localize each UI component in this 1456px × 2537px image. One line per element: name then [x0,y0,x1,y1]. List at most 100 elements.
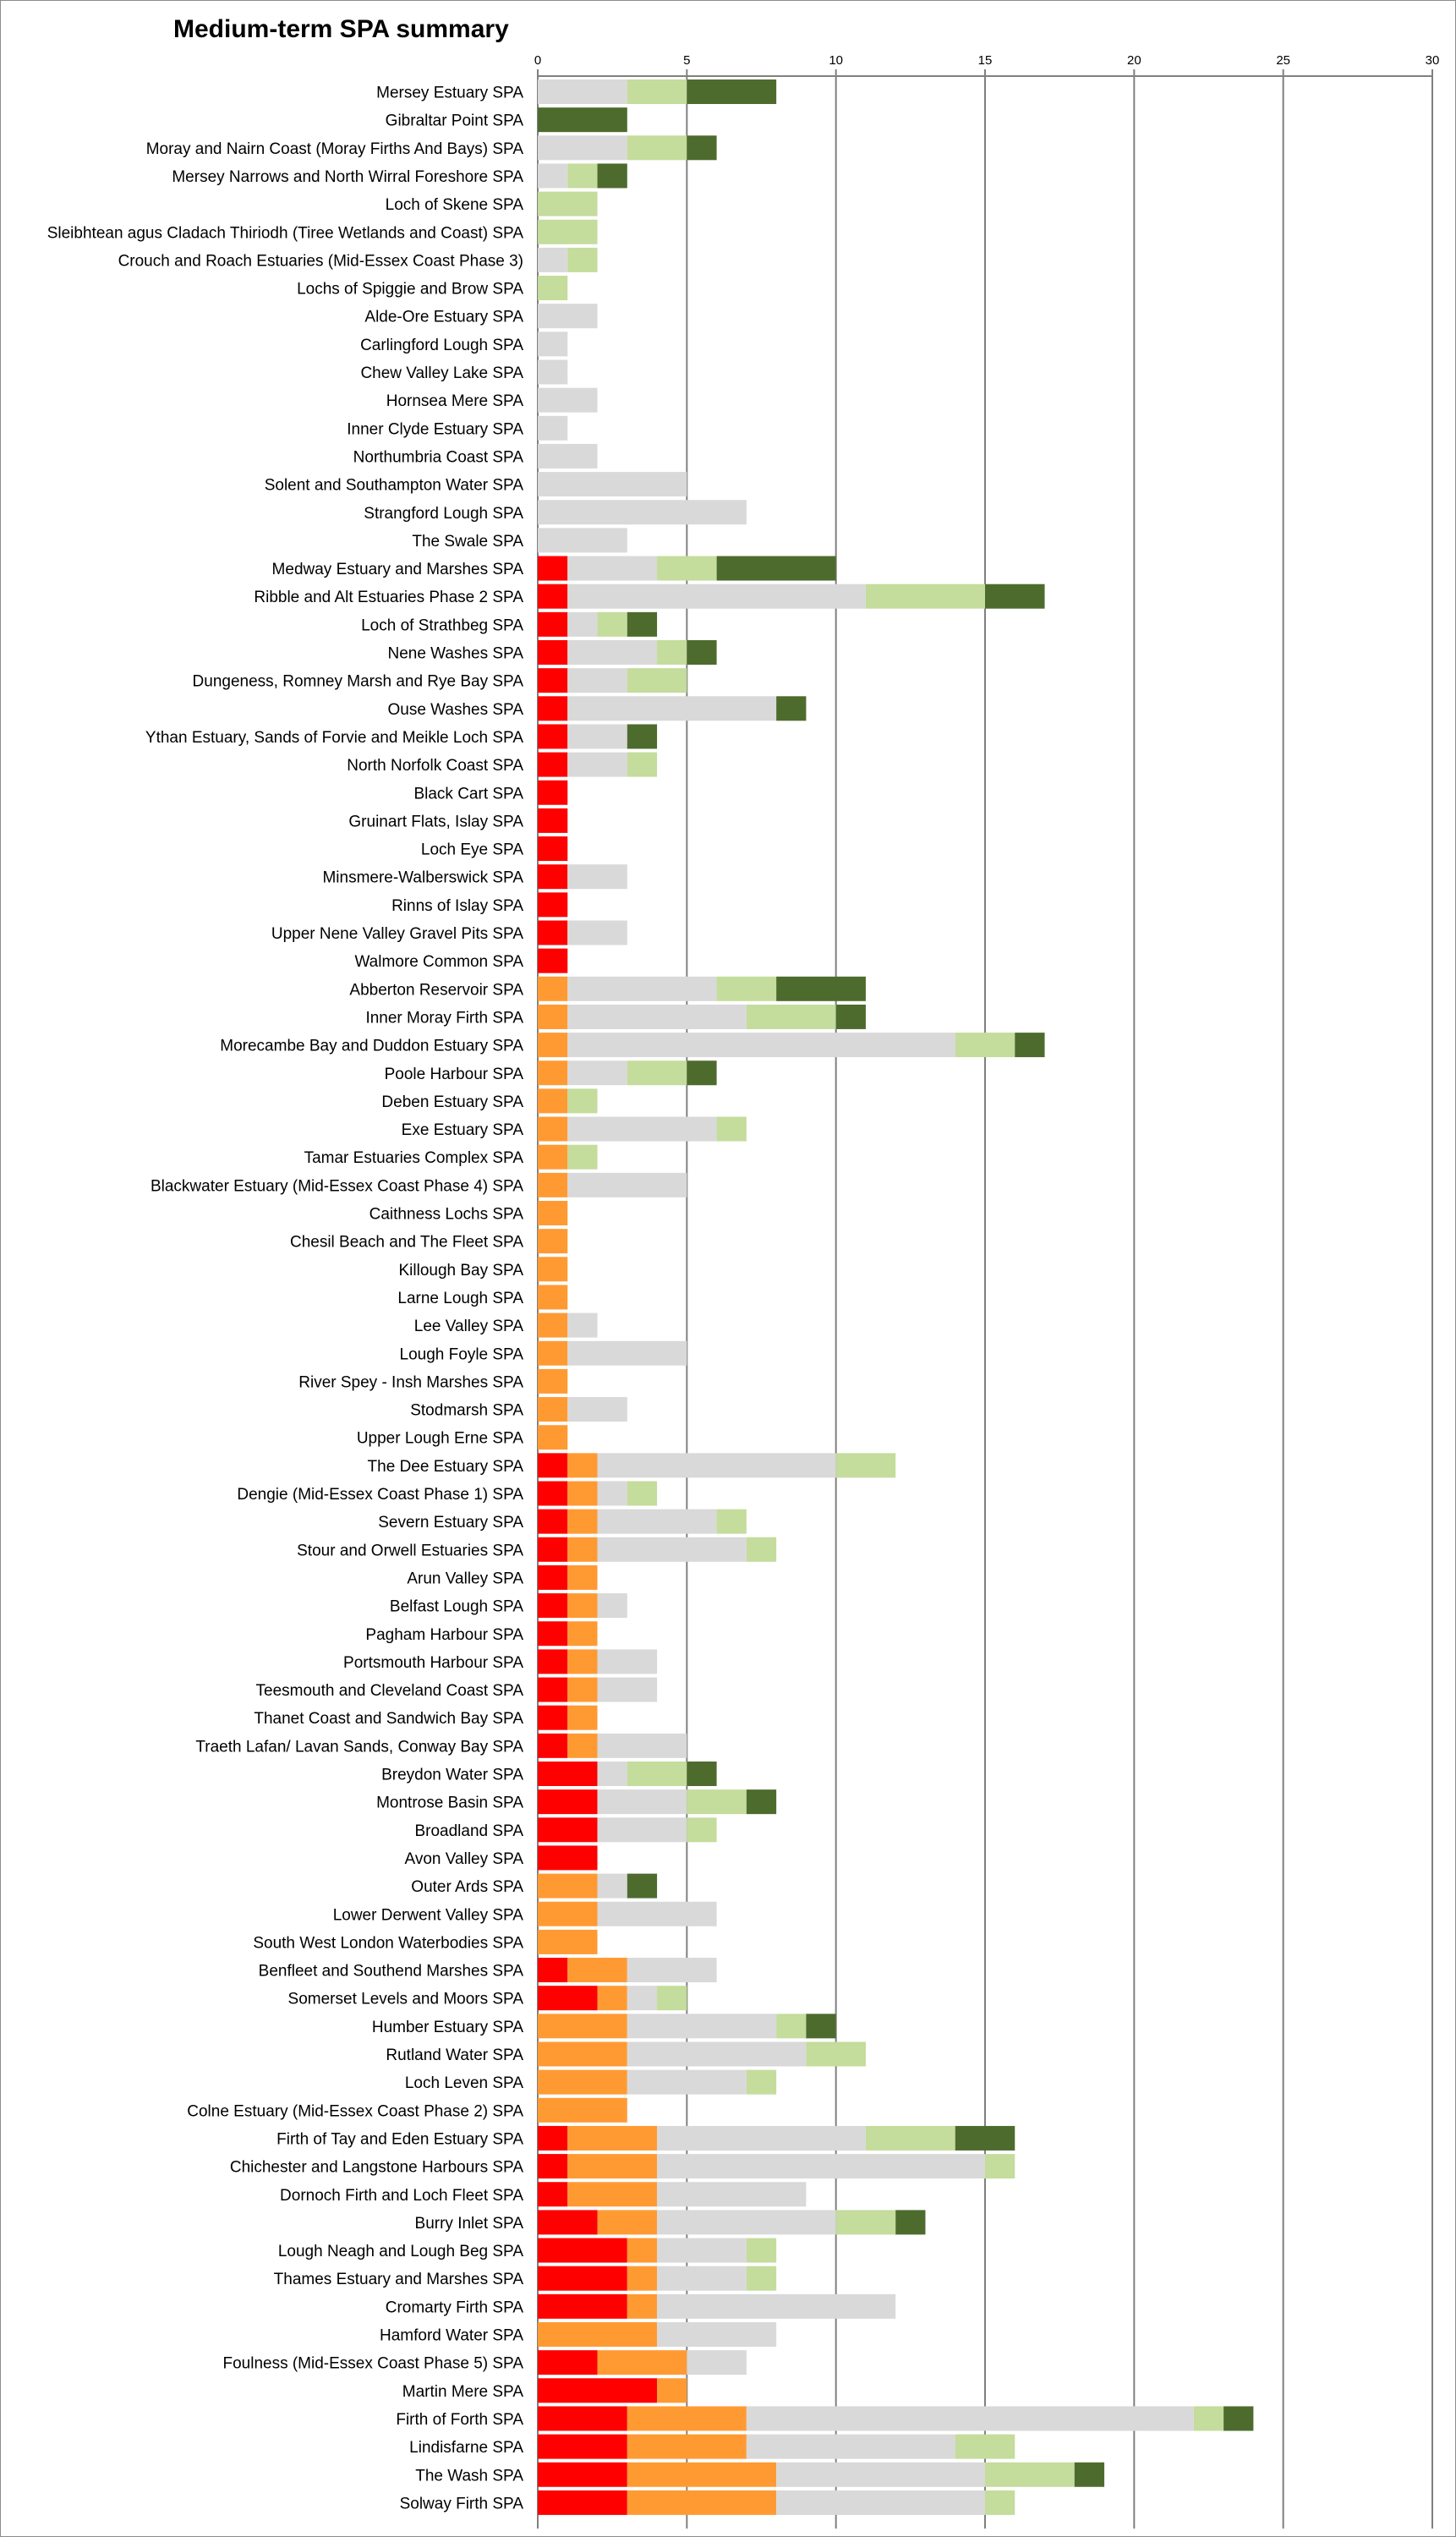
bar-segment-series-4 [627,752,658,777]
bar-segment-series-2 [538,1060,568,1086]
bar-segment-series-4 [955,2434,1015,2459]
bar-segment-series-3 [687,2350,747,2375]
bar-segment-series-3 [567,1172,687,1197]
bar-segment-series-3 [776,2490,985,2515]
category-label: Strangford Lough SPA [364,505,523,523]
bar-segment-series-3 [627,2069,747,2095]
bar-segment-series-3 [597,1762,627,1786]
bar-segment-series-2 [627,2293,658,2319]
category-label: Deben Estuary SPA [381,1093,523,1111]
bar-segment-series-3 [567,640,658,665]
bar-segment-series-2 [627,2434,747,2459]
bar-segment-series-3 [657,2182,807,2207]
bar-segment-series-1 [538,2182,568,2207]
bar-segment-series-1 [538,2125,568,2151]
bar-segment-series-4 [567,163,598,189]
bar-segment-series-5 [538,107,627,133]
bar-segment-series-3 [567,584,866,609]
category-label: Solent and Southampton Water SPA [265,477,524,495]
category-label: Firth of Tay and Eden Estuary SPA [276,2130,523,2148]
bar-segment-series-4 [1193,2406,1224,2431]
category-label: River Spey - Insh Marshes SPA [298,1373,523,1391]
category-label: Loch Eye SPA [421,841,523,859]
category-label: Rinns of Islay SPA [391,897,523,915]
bar-segment-series-2 [567,1564,598,1590]
bar-segment-series-3 [627,2041,807,2067]
bar-segment-series-1 [538,836,568,862]
bar-segment-series-2 [567,1621,598,1647]
category-label: Burry Inlet SPA [415,2215,524,2233]
bar-segment-series-3 [657,2322,777,2347]
category-label: Thames Estuary and Marshes SPA [274,2271,524,2288]
bar-segment-series-5 [835,1004,866,1029]
category-label: Solway Firth SPA [400,2495,524,2512]
bar-segment-series-3 [746,2406,1194,2431]
category-label: Nene Washes SPA [387,645,523,663]
category-label: Ythan Estuary, Sands of Forvie and Meikl… [145,729,523,747]
bar-segment-series-4 [716,1116,747,1142]
bar-segment-series-5 [597,163,627,189]
bar-segment-series-2 [538,2097,627,2123]
bar-segment-series-4 [746,2238,777,2263]
bar-segment-series-2 [538,976,568,1001]
bar-segment-series-3 [597,1593,627,1619]
bar-segment-series-3 [567,1004,747,1029]
category-label: Chesil Beach and The Fleet SPA [290,1234,523,1252]
bar-segment-series-1 [538,1789,598,1815]
bar-segment-series-4 [746,1004,836,1029]
bar-segment-series-2 [538,1312,568,1338]
bar-segment-series-3 [627,1958,717,1983]
category-label: Teesmouth and Cleveland Coast SPA [256,1682,524,1700]
bar-segment-series-1 [538,948,568,973]
category-label: Arun Valley SPA [407,1570,523,1587]
bar-segment-series-5 [1223,2406,1254,2431]
category-label: Abberton Reservoir SPA [349,981,523,999]
bar-segment-series-2 [567,2154,658,2179]
category-labels: Mersey Estuary SPA Gibraltar Point SPA Mor… [47,85,524,2513]
category-label: Dungeness, Romney Marsh and Rye Bay SPA [193,673,524,691]
bar-segment-series-1 [538,2378,658,2403]
bar-segment-series-1 [538,1481,568,1506]
bar-segment-series-2 [538,2041,627,2067]
bar-segment-series-3 [657,2125,866,2151]
category-label: Mersey Estuary SPA [376,85,523,102]
bar-segment-series-2 [567,1958,627,1983]
bar-segment-series-3 [567,864,627,890]
bar-segment-series-4 [687,1817,717,1843]
bar-segment-series-2 [567,1705,598,1730]
category-label: Medway Estuary and Marshes SPA [272,561,524,578]
category-label: Poole Harbour SPA [385,1066,524,1083]
bar-segment-series-4 [657,640,687,665]
bar-segment-series-4 [627,1762,687,1786]
bar-segment-series-4 [687,1789,747,1815]
category-label: Carlingford Lough SPA [360,337,523,354]
bar-segment-series-2 [538,1144,568,1170]
bar-segment-series-2 [567,1649,598,1674]
bar-segment-series-3 [597,1733,687,1758]
category-label: Breydon Water SPA [381,1767,523,1784]
bar-segment-series-2 [538,2069,627,2095]
category-label: Chew Valley Lake SPA [360,364,523,382]
category-label: Firth of Forth SPA [396,2411,523,2429]
bar-segment-series-1 [538,556,568,581]
bar-segment-series-3 [657,2210,836,2235]
bar-segment-series-1 [538,1733,568,1758]
bar-segment-series-3 [567,1033,955,1058]
bar-segment-series-2 [538,1901,598,1926]
bar-segment-series-3 [538,79,627,104]
bar-segment-series-4 [538,191,598,216]
category-label: Caithness Lochs SPA [369,1206,524,1224]
bar-segment-series-4 [746,1537,777,1562]
bar-segment-series-4 [985,2462,1075,2487]
bar-segment-series-3 [597,1677,658,1702]
category-label: Loch of Strathbeg SPA [361,616,523,634]
bar-segment-series-3 [657,2238,747,2263]
category-label: Inner Clyde Estuary SPA [347,420,523,438]
bar-segment-series-2 [567,1509,598,1534]
bar-segment-series-1 [538,1705,568,1730]
bar-segment-series-2 [538,1397,568,1422]
x-tick-label: 25 [1276,53,1290,68]
bar-segment-series-3 [567,1116,717,1142]
bar-segment-series-4 [627,135,687,161]
bar-segment-series-5 [687,640,717,665]
